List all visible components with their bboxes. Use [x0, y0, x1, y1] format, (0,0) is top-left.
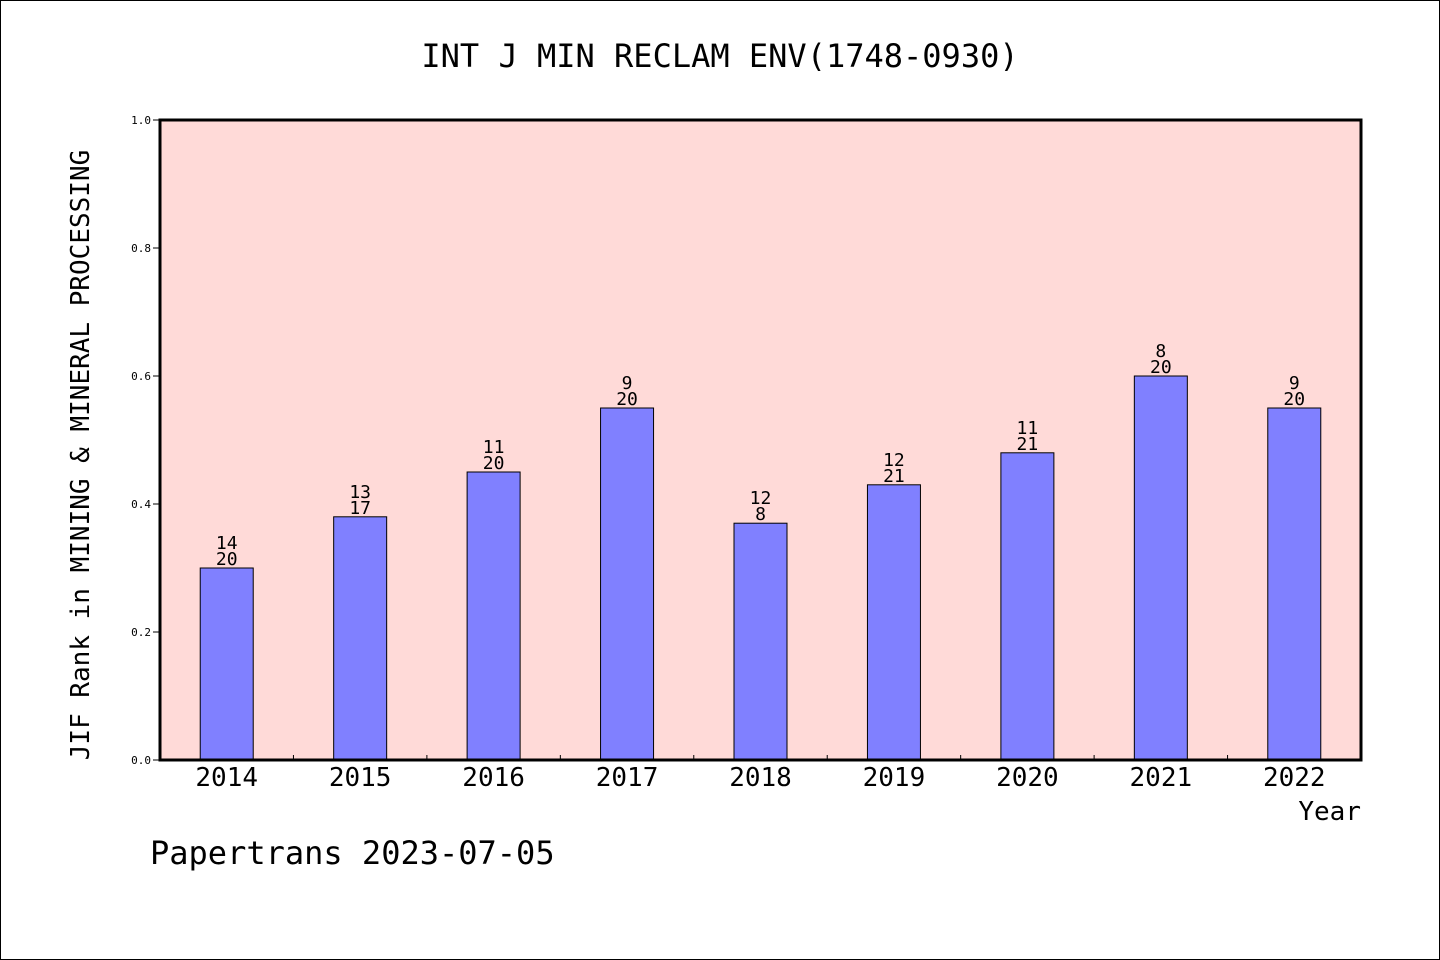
x-tick-label: 2021 [1130, 763, 1193, 793]
bar-label-rank: 12 [883, 450, 905, 471]
bar-label-rank: 11 [483, 437, 505, 458]
bar-label-rank: 14 [216, 533, 238, 554]
y-tick-label: 1.0 [131, 114, 151, 127]
x-tick-label: 2018 [729, 763, 792, 793]
bar-label-total: 20 [1283, 389, 1305, 410]
chart-title: INT J MIN RECLAM ENV(1748-0930) [421, 37, 1018, 75]
bar-label-rank: 13 [349, 482, 371, 503]
bar-label-rank: 12 [750, 488, 772, 509]
bar-label-total: 21 [1017, 434, 1039, 455]
bar-label-rank: 8 [1155, 341, 1166, 362]
bar-label-total: 20 [616, 389, 638, 410]
x-tick-label: 2020 [996, 763, 1059, 793]
x-tick-label: 2019 [863, 763, 926, 793]
y-tick-label: 0.8 [131, 242, 151, 255]
y-axis-ticks: 0.0 0.2 0.4 0.6 0.8 1.0 [131, 114, 160, 767]
y-tick-label: 0.0 [131, 754, 151, 767]
bar-label-total: 20 [483, 453, 505, 474]
bar-2022 [1267, 407, 1322, 761]
bar-2014 [199, 567, 254, 761]
bar-label-total: 21 [883, 466, 905, 487]
x-tick-label: 2014 [195, 763, 258, 793]
y-axis-label: JIF Rank in MINING & MINERAL PROCESSING [66, 150, 96, 760]
bar-2020 [1000, 452, 1055, 761]
bar-2017 [600, 407, 655, 761]
bar-2019 [866, 484, 921, 761]
y-tick-label: 0.2 [131, 626, 151, 639]
x-tick-label: 2015 [329, 763, 392, 793]
x-tick-label: 2017 [596, 763, 659, 793]
y-tick-label: 0.4 [131, 498, 151, 511]
x-tick-label: 2016 [462, 763, 525, 793]
bar-label-total: 20 [1150, 357, 1172, 378]
bar-label-total: 17 [349, 498, 371, 519]
x-axis-label: Year [1298, 797, 1361, 827]
bar-label-rank: 9 [622, 373, 633, 394]
bar-2018 [733, 522, 788, 761]
bar-2016 [466, 471, 521, 761]
bars-group [199, 375, 1322, 761]
bar-label-total: 20 [216, 549, 238, 570]
bar-2015 [333, 516, 388, 761]
bar-label-rank: 9 [1289, 373, 1300, 394]
bar-label-rank: 11 [1017, 418, 1039, 439]
plot-border [158, 118, 1363, 762]
x-axis-ticks: 2014 2015 2016 2017 2018 2019 2020 2021 2022 [195, 755, 1326, 793]
credit-text: Papertrans 2023-07-05 [150, 834, 555, 872]
bar-label-total: 8 [755, 504, 766, 525]
y-tick-label: 0.6 [131, 370, 151, 383]
x-tick-label: 2022 [1263, 763, 1326, 793]
bar-2021 [1133, 375, 1188, 761]
